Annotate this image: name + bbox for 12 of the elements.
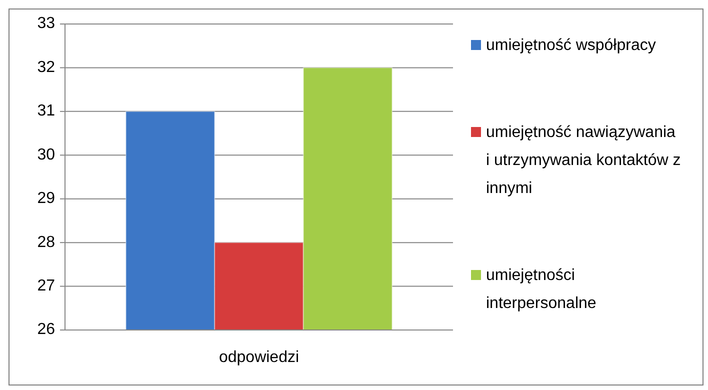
y-tick-label: 32 <box>37 58 56 76</box>
y-tick-label: 29 <box>37 190 56 208</box>
y-tick-label: 31 <box>37 102 56 120</box>
legend-label: umiejętność współpracy <box>486 37 656 54</box>
y-tick-label: 30 <box>37 146 56 164</box>
x-tick-label: odpowiedzi <box>218 349 300 366</box>
y-tick-label: 27 <box>37 278 56 295</box>
legend-label: umiejętność nawiązywania i utrzymywania kontaktów z innymi <box>486 124 681 198</box>
y-tick-label: 28 <box>37 234 56 251</box>
y-tick-label: 33 <box>37 15 56 32</box>
y-tick-label: 26 <box>37 321 56 338</box>
legend-label: umiejętności interpersonalne <box>486 267 596 312</box>
